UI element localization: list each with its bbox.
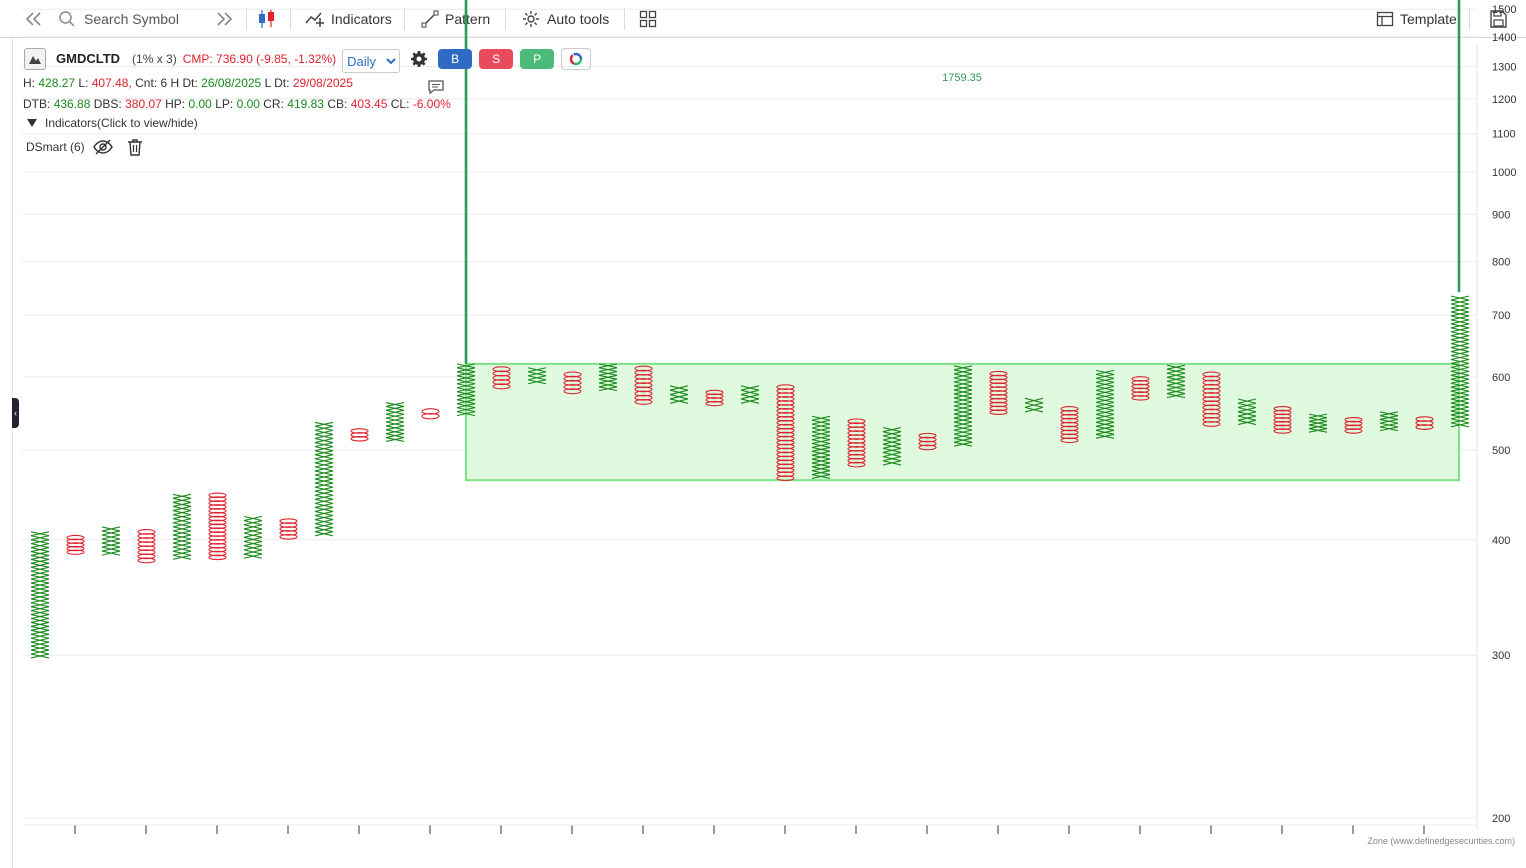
sell-button[interactable]: S	[479, 48, 514, 69]
l-date: 29/08/2025	[292, 76, 353, 90]
save-button[interactable]	[1488, 6, 1514, 32]
interval-select[interactable]: Daily	[342, 49, 401, 73]
indicators-toggle-label: Indicators(Click to view/hide)	[45, 116, 198, 130]
toolbar-divider	[290, 8, 291, 30]
toolbar-divider	[404, 8, 405, 30]
dbs-value: 380.07	[125, 97, 162, 111]
legend-stats-row: DTB: 436.88 DBS: 380.07 HP: 0.00 LP: 0.0…	[23, 97, 451, 111]
indicator-name: DSmart (6)	[26, 140, 85, 154]
auto-tools-icon	[523, 11, 539, 27]
lp-value: 0.00	[236, 97, 260, 111]
indicators-icon	[305, 12, 324, 27]
toolbar-divider	[1469, 8, 1470, 30]
cr-value: 419.83	[287, 97, 324, 111]
collapse-left-icon[interactable]	[24, 6, 50, 32]
chart-area[interactable]	[12, 38, 1526, 868]
cmp-value: CMP: 736.90 (-9.85, -1.32%)	[182, 51, 337, 66]
cb-value: 403.45	[350, 97, 388, 111]
template-icon	[1376, 11, 1394, 27]
pattern-button[interactable]: Pattern	[421, 6, 490, 32]
top-toolbar: Indicators Pattern Auto tools Template	[0, 0, 1526, 38]
comment-icon[interactable]	[427, 79, 445, 95]
settings-gear-icon[interactable]	[410, 50, 428, 68]
trash-icon[interactable]	[127, 138, 143, 156]
save-icon	[1490, 10, 1507, 28]
template-button[interactable]: Template	[1376, 6, 1457, 32]
toolbar-divider	[246, 8, 247, 30]
pattern-icon	[421, 10, 439, 28]
loader-button[interactable]	[561, 47, 592, 70]
side-panel-toggle[interactable]: ‹	[12, 398, 19, 428]
p-button[interactable]: P	[520, 48, 555, 69]
toolbar-divider	[505, 8, 506, 30]
grid-layout-icon	[639, 10, 657, 28]
buy-button[interactable]: B	[438, 48, 473, 69]
dtb-value: 436.88	[53, 97, 91, 111]
hp-value: 0.00	[188, 97, 212, 111]
template-label: Template	[1400, 11, 1457, 27]
box-info: (1% x 3)	[132, 51, 177, 66]
triangle-down-icon	[27, 119, 37, 127]
h-date: 26/08/2025	[201, 76, 262, 90]
pattern-label: Pattern	[445, 11, 491, 27]
indicator-row: DSmart (6)	[26, 138, 143, 156]
toolbar-divider	[624, 8, 625, 30]
auto-tools-label: Auto tools	[547, 11, 610, 27]
cl-value: -6.00%	[412, 97, 451, 111]
layout-button[interactable]	[639, 6, 663, 32]
symbol-logo	[24, 47, 46, 70]
auto-tools-button[interactable]: Auto tools	[521, 6, 609, 32]
search-icon	[59, 11, 75, 27]
eye-off-icon[interactable]	[92, 138, 113, 156]
symbol-name[interactable]: GMDCLTD	[56, 51, 121, 66]
candlestick-icon	[259, 9, 274, 28]
search-box[interactable]	[58, 6, 238, 32]
l-value: 407.48,	[91, 76, 132, 90]
chart-type-button[interactable]	[257, 6, 283, 32]
indicators-button[interactable]: Indicators	[305, 6, 392, 32]
h-value: 428.27	[38, 76, 76, 90]
indicators-toggle[interactable]: Indicators(Click to view/hide)	[26, 116, 198, 130]
expand-right-icon[interactable]	[214, 6, 240, 32]
indicators-label: Indicators	[331, 11, 392, 27]
ring-icon	[569, 52, 583, 65]
legend-hl-row: H: 428.27 L: 407.48, Cnt: 6 H Dt: 26/08/…	[23, 76, 353, 90]
search-input[interactable]	[84, 11, 204, 27]
